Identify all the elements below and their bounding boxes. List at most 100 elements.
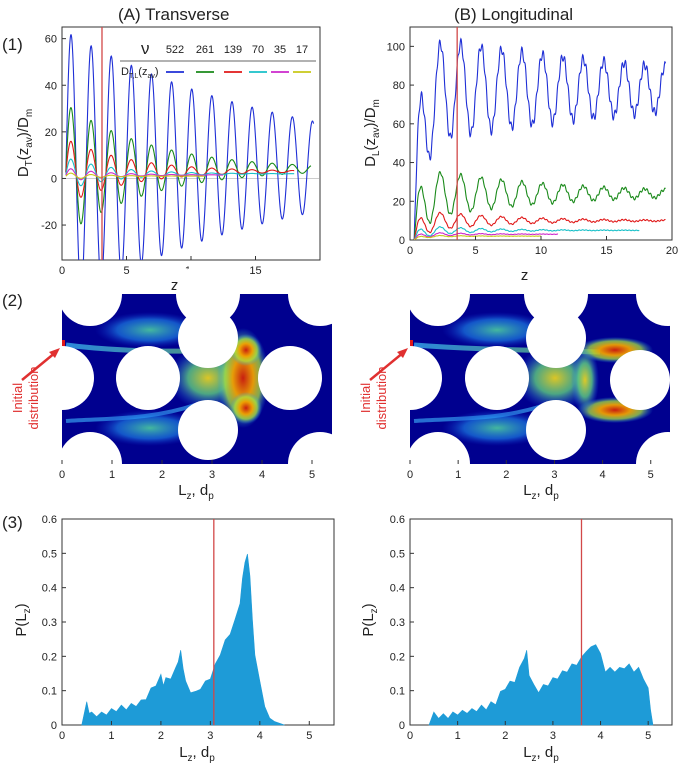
x-tick-label: 3 — [550, 730, 556, 742]
plot-frame — [409, 26, 673, 241]
y-tick-label: 0.3 — [390, 617, 405, 629]
obstacle-array — [30, 262, 352, 496]
x-tick-label: 3 — [209, 469, 215, 481]
x-tick-label: 5 — [472, 245, 478, 257]
x-axis-label: Lz, dp — [523, 744, 559, 764]
x-tick-label: 0 — [59, 265, 65, 277]
panel-b2-longitudinal-distribution-map: 0 1 2 3 4 5 Lz, dp Initialdistribution — [358, 262, 679, 502]
obstacle-array — [378, 262, 679, 496]
y-tick-label: 0.2 — [390, 651, 405, 663]
y-tick-label: 0.4 — [390, 583, 405, 595]
x-tick-label: 2 — [502, 730, 508, 742]
x-tick-label: 15 — [600, 245, 612, 257]
x-tick-label: 5 — [306, 730, 312, 742]
histogram-area — [428, 644, 654, 726]
y-tick-label: 0.6 — [42, 514, 57, 526]
y-tick-label: 0 — [399, 720, 405, 732]
legend: ν 522 261 139 70 35 17 DT,L(zav) — [120, 39, 316, 80]
x-tick-label: 4 — [257, 730, 263, 742]
x-tick-label: 0 — [407, 730, 413, 742]
flow-cloud — [442, 410, 552, 446]
x-tick-label: 2 — [503, 469, 509, 481]
legend-nu-value: 522 — [166, 44, 184, 56]
legend-nu-value: 17 — [296, 44, 308, 56]
flow-cloud — [571, 346, 599, 414]
x-tick-label: 15 — [249, 265, 261, 277]
x-tick-label: 4 — [259, 469, 265, 481]
x-tick-label: 1 — [455, 730, 461, 742]
y-tick-label: 0.3 — [42, 617, 57, 629]
y-tick-label: 0.5 — [390, 548, 405, 560]
legend-nu-value: 261 — [196, 44, 214, 56]
x-tick-label: 4 — [600, 469, 606, 481]
y-tick-label: 60 — [45, 34, 57, 46]
legend-nu-value: 139 — [224, 44, 242, 56]
y-tick-label: 20 — [45, 127, 57, 139]
y-axis-label: DT(zav)/Dm — [15, 109, 35, 177]
x-tick-label: 10 — [535, 245, 547, 257]
column-a-header: (A) Transverse — [118, 5, 229, 24]
column-b-header: (B) Longitudinal — [454, 5, 573, 24]
arrow-head-icon — [397, 348, 408, 358]
x-tick-label: 5 — [648, 469, 654, 481]
x-tick-label: 1 — [109, 469, 115, 481]
y-axis-label: P(Lz) — [13, 603, 33, 636]
legend-entry-label: DT,L(zav) — [121, 66, 159, 80]
y-tick-label: 0.1 — [390, 686, 405, 698]
y-tick-label: 20 — [393, 196, 405, 208]
x-tick-label: 20 — [666, 245, 678, 257]
y-tick-label: 0.4 — [42, 583, 57, 595]
flow-cloud — [95, 410, 205, 446]
y-tick-label: 0 — [399, 235, 405, 247]
hot-spot — [230, 392, 262, 424]
row-label-2: (2) — [2, 291, 23, 310]
x-tick-label: 0 — [59, 469, 65, 481]
x-tick-label: 0 — [407, 469, 413, 481]
arrow-icon — [21, 351, 57, 381]
series-line — [413, 37, 666, 240]
initial-distribution-label: Initialdistribution — [10, 367, 41, 430]
x-axis-label: Lz, dp — [179, 744, 215, 764]
x-tick-label: 1 — [455, 469, 461, 481]
x-tick-label: 4 — [597, 730, 603, 742]
x-tick-label: 2 — [159, 469, 165, 481]
x-tick-label: 5 — [645, 730, 651, 742]
y-tick-label: -20 — [41, 220, 57, 232]
initial-distribution-label: Initialdistribution — [358, 367, 389, 430]
row-label-3: (3) — [2, 513, 23, 532]
x-tick-label: 1 — [108, 730, 114, 742]
y-tick-label: 40 — [393, 158, 405, 170]
arrow-icon — [369, 351, 405, 381]
series-line — [65, 172, 204, 179]
y-tick-label: 100 — [387, 41, 405, 53]
x-tick-label: 3 — [207, 730, 213, 742]
x-axis-label: Lz, dp — [523, 482, 559, 502]
y-axis-label: DL(zav)/Dm — [362, 99, 382, 167]
x-tick-label: 3 — [551, 469, 557, 481]
series-line — [413, 171, 666, 240]
y-tick-label: 0.1 — [42, 686, 57, 698]
hot-spot — [230, 334, 262, 366]
flow-cloud — [95, 312, 205, 348]
x-tick-label: 5 — [309, 469, 315, 481]
row-label-1: (1) — [2, 35, 23, 54]
series-line — [413, 234, 542, 240]
y-tick-label: 60 — [393, 119, 405, 131]
y-tick-label: 0.6 — [390, 514, 405, 526]
plot-frame — [61, 26, 321, 261]
series-line — [413, 232, 559, 240]
arrow-head-icon — [49, 348, 60, 358]
panel-b3-longitudinal-probability: 0 1 2 3 4 5 0 0.1 0.2 0.3 0.4 0.5 0.6 Lz, dp P(Lz) — [360, 514, 673, 764]
legend-nu-value: 70 — [252, 44, 264, 56]
x-tick-label: 0 — [407, 245, 413, 257]
series-line — [413, 211, 666, 240]
series-line — [65, 34, 315, 260]
legend-nu-value: 35 — [274, 44, 286, 56]
series-line — [65, 168, 224, 181]
y-axis-label: P(Lz) — [360, 603, 380, 636]
series-line — [413, 226, 640, 240]
legend-nu-symbol: ν — [141, 39, 150, 58]
